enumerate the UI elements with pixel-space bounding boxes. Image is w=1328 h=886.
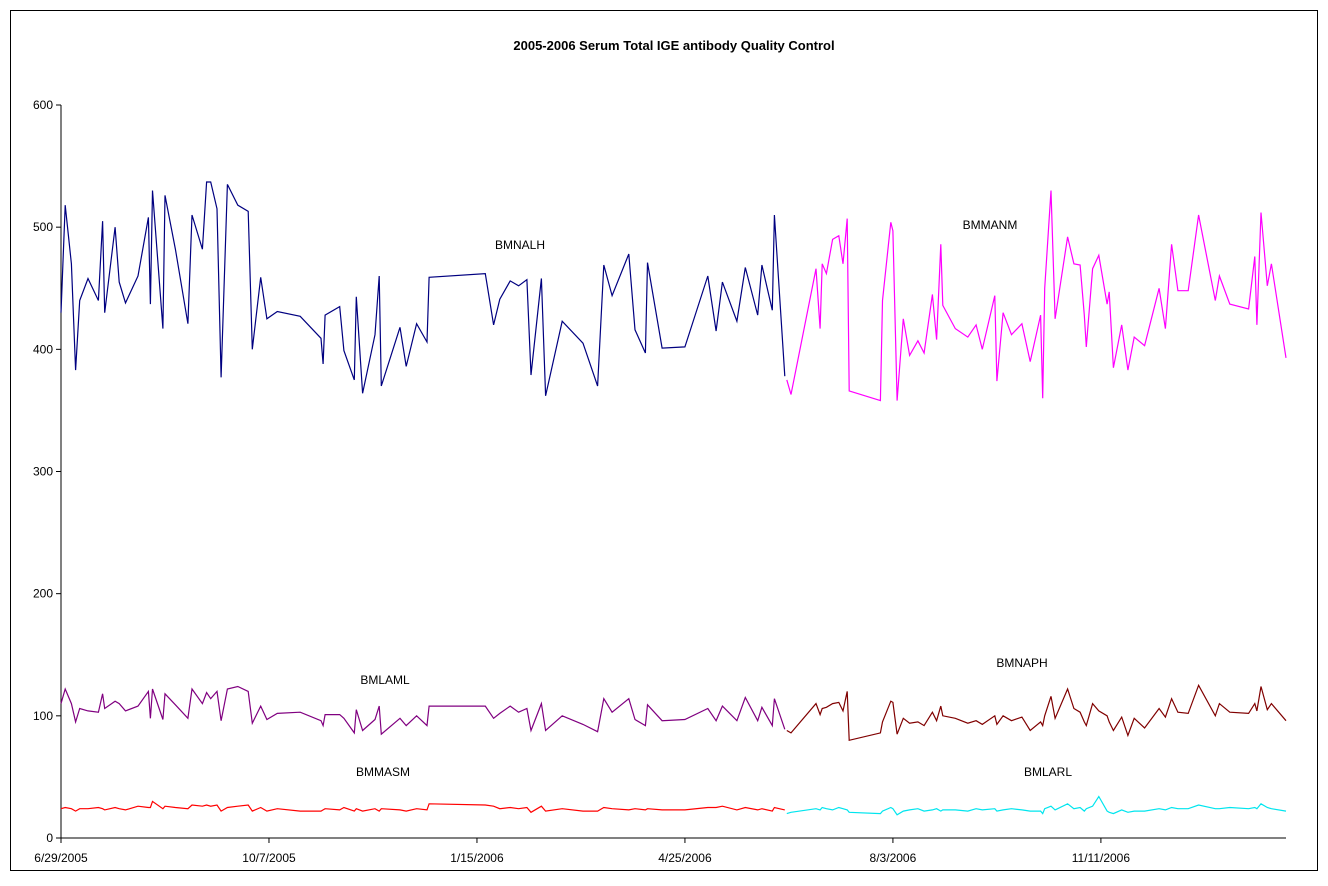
y-tick-label: 100 <box>33 709 53 723</box>
x-tick-label: 8/3/2006 <box>870 851 917 865</box>
y-tick-label: 0 <box>46 831 53 845</box>
series-line <box>786 795 1287 816</box>
chart-title: 2005-2006 Serum Total IGE antibody Quali… <box>513 38 834 53</box>
series-label: BMNALH <box>495 238 545 252</box>
y-tick-label: 600 <box>33 98 53 112</box>
x-tick-label: 11/11/2006 <box>1072 851 1131 865</box>
series-label: BMLAML <box>360 673 410 687</box>
x-tick-label: 4/25/2006 <box>658 851 712 865</box>
series-label: BMMASM <box>356 765 410 779</box>
series-label: BMLARL <box>1024 765 1072 779</box>
series-line <box>786 683 1287 742</box>
y-tick-label: 400 <box>33 342 53 356</box>
y-tick-label: 200 <box>33 587 53 601</box>
series-line <box>60 800 785 814</box>
y-tick-label: 500 <box>33 220 53 234</box>
x-tick-label: 6/29/2005 <box>34 851 88 865</box>
series-label: BMNAPH <box>996 656 1047 670</box>
y-tick-label: 300 <box>33 465 53 479</box>
series-line <box>60 181 786 396</box>
x-tick-label: 10/7/2005 <box>242 851 296 865</box>
chart-frame <box>10 10 1318 871</box>
x-tick-label: 1/15/2006 <box>450 851 504 865</box>
series-line <box>786 190 1287 402</box>
series-line <box>60 685 786 736</box>
series-label: BMMANM <box>963 218 1018 232</box>
